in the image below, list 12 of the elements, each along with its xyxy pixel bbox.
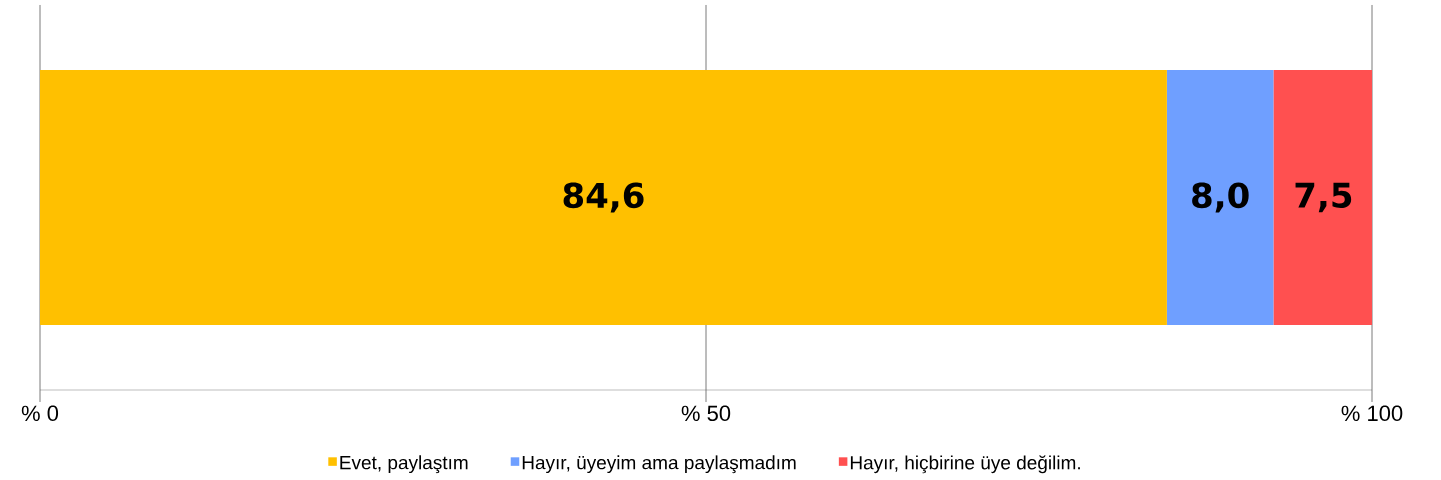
data-label: 7,5: [1295, 182, 1352, 213]
x-tick-label: % 100: [1341, 405, 1403, 422]
x-tick-label: % 0: [21, 405, 59, 422]
data-label: 84,6: [563, 182, 644, 213]
legend-label: Hayır, hiçbirine üye değilim.: [850, 455, 1080, 474]
x-tick-label: % 50: [681, 405, 731, 422]
data-label: 8,0: [1192, 182, 1249, 213]
bar: [1166, 70, 1274, 325]
legend-label: Hayır, üyeyim ama paylaşmadım: [522, 455, 796, 474]
legend-label: Evet, paylaştım: [340, 455, 468, 474]
bar: [40, 70, 1167, 325]
bar: [1273, 70, 1373, 325]
